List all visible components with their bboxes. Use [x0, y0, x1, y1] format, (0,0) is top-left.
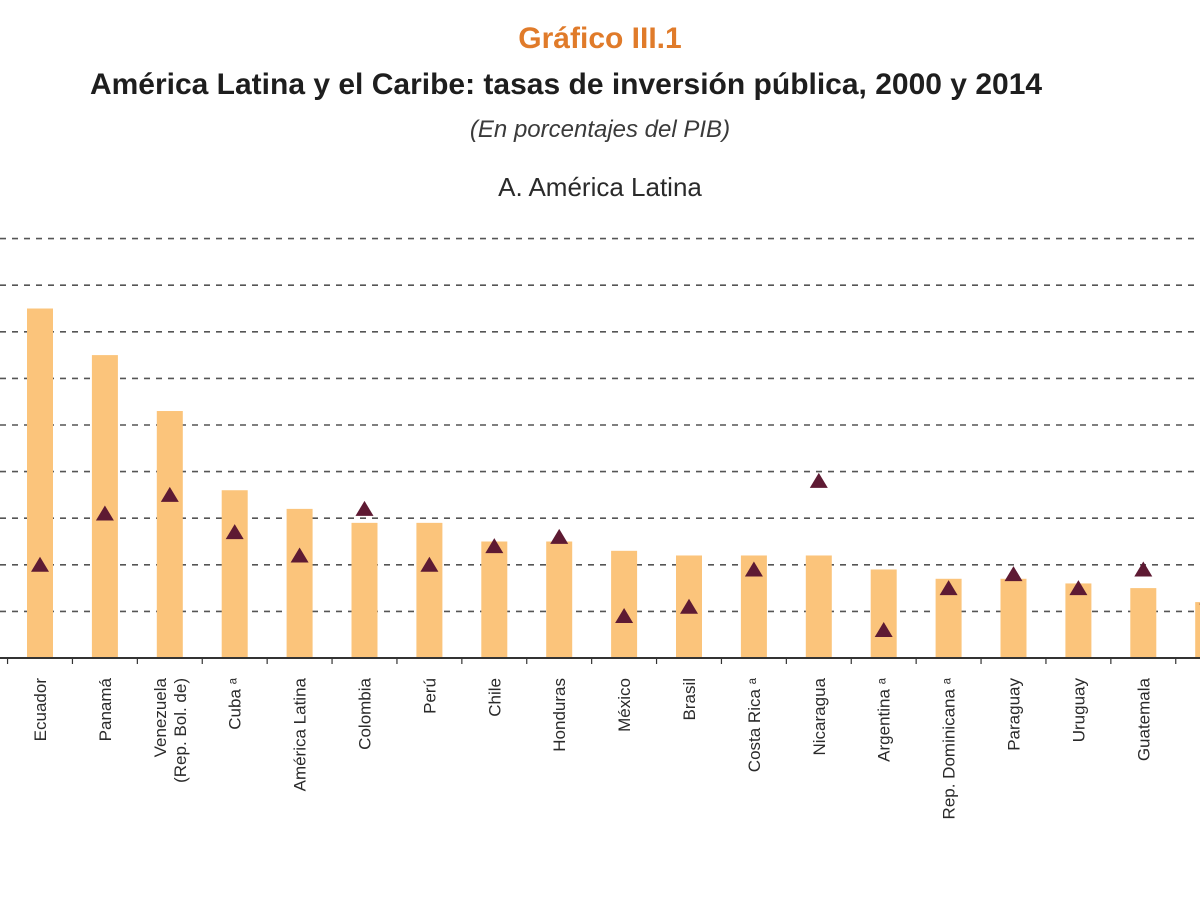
chart-title: América Latina y el Caribe: tasas de inv… [89, 68, 1043, 101]
x-tick-labels: Ecuador Panamá Venezuela (Rep. Bol. de) Cuba… [31, 677, 1200, 819]
marker-2000 [290, 547, 309, 563]
x-tick-label: México [615, 678, 634, 732]
markers-2000 [31, 472, 1200, 638]
bar-2014 [221, 490, 248, 658]
x-tick-label: Costa Rica ᵃ [745, 677, 764, 772]
gridlines [0, 237, 1200, 613]
marker-2000 [420, 556, 439, 572]
bar-2014 [156, 411, 183, 658]
bar-2014 [351, 522, 378, 658]
x-tick-label: Ecuador [31, 678, 50, 742]
bar-2014 [1000, 578, 1027, 658]
bar-2014 [1065, 583, 1092, 658]
x-tick-label: Chile [485, 678, 504, 717]
x-tick-label: Guatemala [1134, 677, 1153, 761]
x-tick-label: Argentina ᵃ [875, 677, 894, 761]
bar-2014 [546, 541, 573, 658]
marker-2000 [225, 524, 244, 540]
bar-2014 [1195, 602, 1200, 658]
x-tick-label: Nicaragua [810, 677, 829, 755]
marker-2000 [874, 622, 893, 638]
x-tick-label: Cuba ᵃ [226, 677, 245, 729]
x-tick-label: Perú [420, 678, 439, 714]
chart-subtitle: (En porcentajes del PIB) [469, 116, 731, 143]
bar-2014 [805, 555, 832, 658]
marker-2000 [1069, 580, 1088, 596]
marker-2000 [809, 472, 828, 488]
marker-2000 [744, 561, 763, 577]
marker-2000 [485, 538, 504, 554]
marker-2000 [939, 580, 958, 596]
x-tick-label: Brasil [680, 678, 699, 721]
bar-2014 [481, 541, 508, 658]
x-tick-label: Uruguay [1069, 678, 1088, 743]
x-tick-label: Venezuela [151, 677, 170, 757]
x-tick-label: Honduras [550, 678, 569, 752]
bars-2014 [27, 308, 1200, 658]
bar-2014 [870, 569, 897, 658]
panel-title: A. América Latina [498, 172, 702, 202]
marker-2000 [31, 556, 49, 572]
x-tick-label: Colombia [356, 677, 375, 749]
marker-2000 [95, 505, 114, 521]
marker-2000 [680, 598, 698, 614]
x-axis [0, 657, 1200, 664]
bar-2014 [611, 550, 638, 658]
x-tick-label: (Rep. Bol. de) [171, 678, 190, 783]
x-tick-label: América Latina [291, 677, 310, 791]
marker-2000 [550, 528, 569, 544]
x-tick-label: Paraguay [1005, 678, 1024, 751]
x-tick-label: Panamá [96, 677, 115, 741]
bar-2014 [416, 522, 443, 658]
marker-2000 [355, 500, 374, 516]
x-tick-label: Rep. Dominicana ᵃ [940, 677, 959, 819]
bar-2014 [27, 308, 53, 658]
marker-2000 [160, 486, 179, 502]
bar-2014 [1130, 588, 1157, 658]
chart-number: Gráfico III.1 [518, 22, 682, 55]
bar-2014 [286, 508, 313, 658]
marker-2000 [1134, 561, 1153, 577]
marker-2000 [1004, 566, 1023, 582]
marker-2000 [615, 608, 634, 624]
